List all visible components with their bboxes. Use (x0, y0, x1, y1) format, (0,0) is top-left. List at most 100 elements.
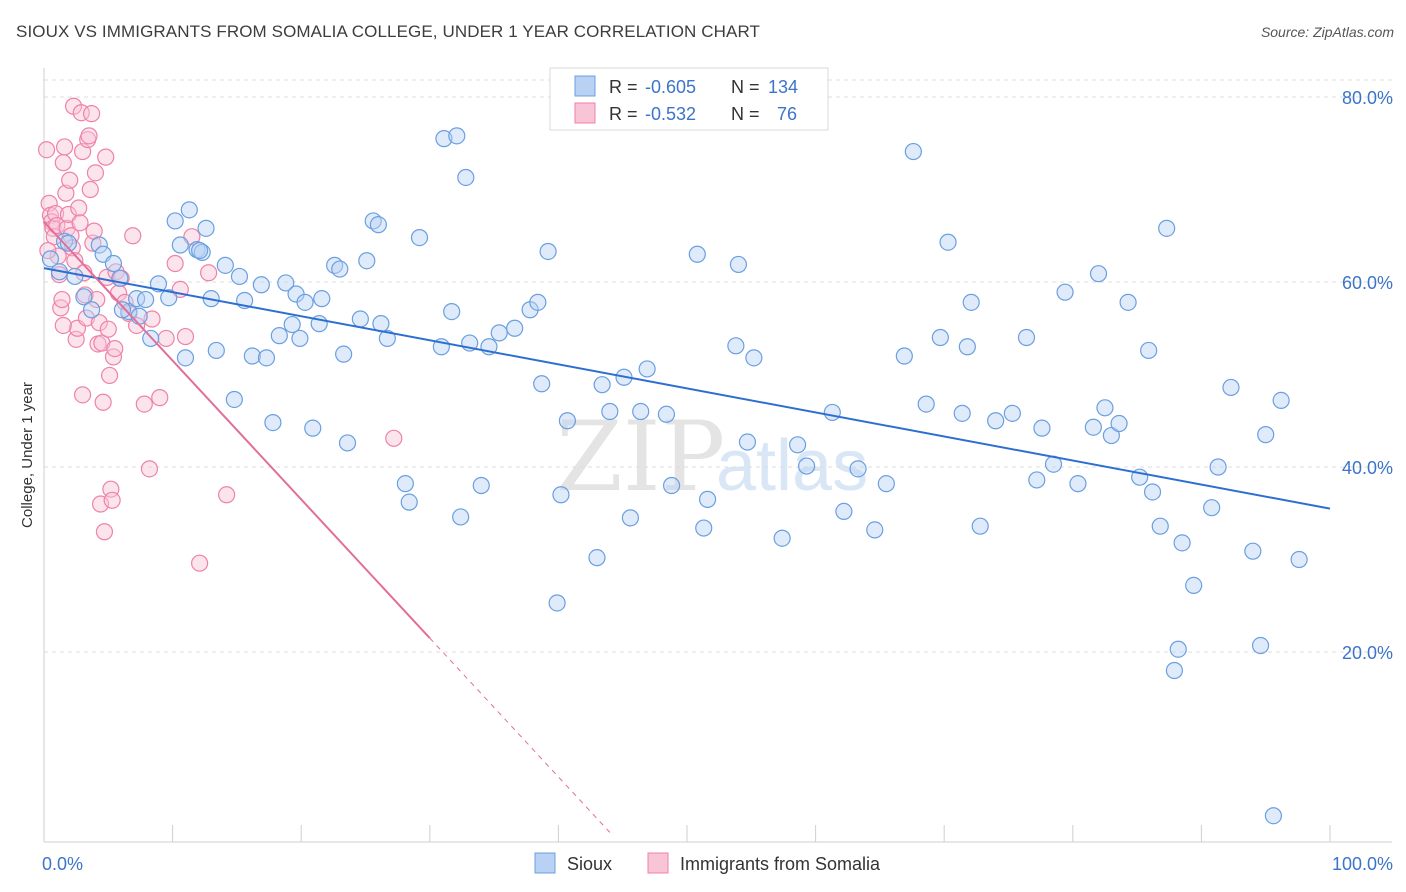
sioux-point (738, 433, 757, 451)
sioux-point (41, 250, 60, 268)
sioux-point (59, 234, 78, 252)
somalia-point (48, 216, 66, 235)
sioux-point (257, 349, 276, 367)
sioux-point (729, 255, 748, 274)
somalia-point (37, 141, 56, 159)
sioux-point (917, 395, 935, 413)
sioux-point (1119, 293, 1137, 311)
sioux-point (632, 402, 650, 421)
legend-r-value-sioux: -0.605 (645, 77, 696, 97)
somalia-point (45, 228, 63, 246)
sioux-point (176, 349, 195, 367)
sioux-point (264, 414, 282, 432)
sioux-point (529, 293, 547, 311)
somalia-point (151, 389, 169, 407)
sioux-point (698, 490, 717, 508)
sioux-point (1209, 458, 1227, 476)
somalia-point (95, 523, 114, 541)
chart-title: SIOUX VS IMMIGRANTS FROM SOMALIA COLLEGE… (16, 22, 761, 41)
sioux-point (378, 329, 396, 348)
sioux-point (66, 267, 84, 286)
sioux-point (351, 310, 369, 328)
somalia-point (71, 214, 89, 232)
sioux-point (410, 229, 429, 247)
stats-legend-box (549, 67, 829, 131)
sioux-point (835, 502, 853, 520)
sioux-point (369, 216, 387, 234)
series-legend-swatch-somalia (647, 852, 669, 874)
somalia-point (143, 310, 161, 328)
y-tick-label: 40.0% (1342, 458, 1393, 478)
y-tick-label: 80.0% (1342, 88, 1393, 108)
sioux-point (1203, 499, 1221, 517)
legend-r-label-sioux: R = (609, 77, 638, 97)
sioux-point (225, 390, 243, 409)
sioux-point (166, 212, 184, 230)
sioux-point (82, 301, 101, 319)
sioux-point (1151, 517, 1169, 535)
sioux-point (558, 412, 577, 430)
sioux-point (313, 290, 331, 308)
somalia-point (124, 227, 142, 245)
sioux-point (601, 402, 619, 421)
sioux-point (1290, 550, 1308, 569)
x-tick-label-min: 0.0% (42, 854, 83, 874)
series-legend-swatch-sioux (534, 852, 556, 874)
sioux-point (120, 303, 138, 321)
sioux-point (283, 315, 301, 334)
grid (44, 79, 1392, 653)
trend-lines (43, 221, 1331, 833)
sioux-point (243, 347, 261, 365)
somalia-point (140, 460, 159, 478)
somalia-points (37, 97, 403, 572)
somalia-point (53, 290, 71, 309)
sioux-point (1264, 807, 1283, 825)
somalia-point (81, 180, 99, 199)
sioux-point (113, 301, 132, 319)
somalia-point (97, 148, 115, 166)
sioux-point (1003, 404, 1021, 422)
sioux-point (931, 328, 949, 347)
sioux-point (939, 233, 957, 251)
somalia-point (77, 309, 96, 327)
sioux-point (1140, 341, 1158, 360)
sioux-point (588, 549, 606, 567)
somalia-point (94, 393, 112, 411)
somalia-trend-extension (429, 637, 611, 833)
somalia-point (218, 486, 236, 504)
y-tick-label: 60.0% (1342, 273, 1393, 293)
somalia-point (88, 290, 106, 309)
y-tick-label: 20.0% (1342, 643, 1393, 663)
sioux-point (1251, 636, 1270, 655)
sioux-point (1173, 534, 1191, 552)
sioux-point (1185, 576, 1203, 595)
sioux-point (1143, 483, 1162, 501)
sioux-point (1028, 471, 1046, 489)
somalia-point (73, 386, 92, 404)
sioux-point (1056, 283, 1074, 301)
source-credit: Source: ZipAtlas.com (1260, 24, 1394, 40)
series-legend-label-somalia: Immigrants from Somalia (680, 854, 881, 874)
legend-r-value-somalia: -0.532 (645, 104, 696, 124)
sioux-point (1084, 418, 1102, 436)
somalia-point (99, 320, 117, 338)
sioux-point (1069, 475, 1087, 493)
sioux-point (338, 434, 357, 452)
watermark-atlas: atlas (716, 426, 868, 506)
sioux-point (953, 404, 971, 422)
sioux-point (291, 329, 309, 348)
sioux-point (457, 168, 475, 187)
somalia-point (200, 264, 218, 282)
sioux-point (638, 360, 656, 378)
somalia-point (57, 184, 75, 202)
sioux-point (304, 419, 322, 437)
series-legend: Sioux Immigrants from Somalia (534, 852, 881, 874)
sioux-point (193, 243, 211, 261)
sioux-point (877, 475, 895, 493)
legend-swatch-sioux (574, 75, 596, 97)
sioux-point (127, 290, 146, 308)
sioux-point (296, 293, 314, 311)
sioux-point (1102, 426, 1120, 445)
sioux-point (335, 345, 353, 363)
